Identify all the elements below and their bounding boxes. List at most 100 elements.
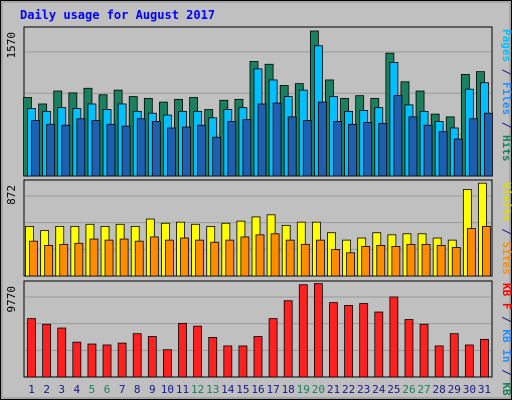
legend-part: Sites — [500, 242, 512, 275]
bar-kb-f-day-2 — [42, 323, 52, 378]
bar-sites-day-24 — [376, 244, 386, 277]
bar-sites-day-20 — [315, 239, 325, 277]
x-tick-label-day-12: 12 — [191, 383, 204, 396]
legend-part: KB Out — [500, 382, 512, 400]
bar-kb-f-day-23 — [359, 303, 369, 378]
bar-sites-day-1 — [29, 240, 38, 277]
bar-kb-f-day-27 — [419, 323, 429, 378]
x-tick-label-day-11: 11 — [176, 383, 189, 396]
bar-sites-day-9 — [149, 236, 159, 277]
legend-part: Pages — [500, 29, 512, 62]
bar-sites-day-17 — [270, 233, 280, 277]
x-tick-label-day-22: 22 — [342, 383, 355, 396]
bar-sites-day-13 — [210, 241, 220, 277]
x-tick-label-day-19: 19 — [297, 383, 310, 396]
bar-pages-day-9 — [151, 121, 161, 177]
panel-3: 9770 KB F / KB In / KB Out — [5, 280, 512, 404]
bar-kb-f-day-25 — [389, 296, 399, 378]
bar-kb-f-day-1 — [27, 318, 36, 378]
x-tick-label-day-5: 5 — [89, 383, 96, 396]
legend-part: KB In — [500, 329, 512, 362]
x-tick-label-day-9: 9 — [149, 383, 156, 396]
series-legend-label: Visits / Sites — [500, 182, 512, 275]
bar-sites-day-21 — [331, 249, 340, 277]
x-tick-label-day-28: 28 — [433, 383, 446, 396]
bar-sites-day-4 — [74, 242, 84, 277]
x-tick-label-day-2: 2 — [43, 383, 50, 396]
x-tick-label-day-27: 27 — [417, 383, 430, 396]
x-tick-label-day-13: 13 — [206, 383, 219, 396]
bar-pages-day-22 — [348, 123, 357, 177]
legend-part: Visits — [500, 182, 512, 222]
bar-pages-day-6 — [106, 123, 116, 177]
bar-kb-f-day-16 — [253, 336, 263, 378]
bar-kb-f-day-4 — [72, 341, 82, 378]
bar-kb-f-day-7 — [117, 342, 127, 378]
bar-sites-day-5 — [89, 238, 99, 277]
bar-kb-f-day-18 — [283, 300, 293, 378]
legend-part: / — [500, 310, 512, 330]
bar-pages-day-29 — [453, 138, 463, 177]
x-axis-day-labels: 1 2 3 4 5 6 7 8 9 10 11 12 13 14 15 16 17 18 19 20 21 22 23 24 2… — [28, 383, 491, 396]
bar-sites-day-19 — [300, 243, 310, 277]
bar-kb-f-day-22 — [344, 305, 353, 378]
y-max-label: 872 — [5, 185, 18, 205]
bar-kb-f-day-5 — [87, 343, 97, 378]
bar-sites-day-7 — [119, 238, 129, 277]
x-tick-label-day-16: 16 — [251, 383, 264, 396]
y-max-label: 9770 — [5, 286, 18, 313]
bar-pages-day-25 — [393, 95, 403, 177]
x-tick-label-day-1: 1 — [28, 383, 35, 396]
bar-kb-f-day-17 — [268, 318, 278, 378]
bar-sites-day-31 — [482, 226, 491, 277]
bar-pages-day-28 — [438, 131, 448, 177]
x-tick-label-day-24: 24 — [372, 383, 386, 396]
x-tick-label-day-26: 26 — [402, 383, 415, 396]
x-tick-label-day-18: 18 — [282, 383, 295, 396]
legend-part: Files — [500, 82, 512, 115]
bar-kb-f-day-15 — [238, 345, 248, 378]
bar-sites-day-23 — [361, 246, 371, 277]
bar-sites-day-11 — [180, 237, 189, 277]
bar-sites-day-25 — [391, 246, 401, 277]
bar-sites-day-29 — [451, 247, 461, 277]
bar-kb-f-day-24 — [374, 311, 384, 378]
bar-sites-day-28 — [436, 244, 446, 277]
panel-1: 1570 Pages / Files / Hits — [5, 26, 512, 177]
legend-part: / — [500, 222, 512, 242]
bar-pages-day-14 — [227, 121, 237, 177]
bar-pages-day-23 — [363, 122, 373, 177]
legend-part: KB F — [500, 283, 512, 310]
bar-pages-day-24 — [378, 122, 388, 177]
x-tick-label-day-15: 15 — [236, 383, 249, 396]
x-tick-label-day-3: 3 — [58, 383, 65, 396]
bar-sites-day-6 — [104, 239, 114, 277]
bar-pages-day-3 — [61, 124, 71, 177]
x-tick-label-day-30: 30 — [463, 383, 476, 396]
bar-kb-f-day-20 — [313, 283, 323, 378]
x-tick-label-day-31: 31 — [478, 383, 491, 396]
legend-part: / — [500, 363, 512, 383]
bar-pages-day-19 — [302, 120, 312, 177]
bar-sites-day-14 — [225, 239, 235, 277]
bar-kb-f-day-8 — [132, 333, 142, 378]
legend-part: / — [500, 62, 512, 82]
bar-kb-f-day-6 — [102, 344, 112, 378]
x-tick-label-day-21: 21 — [327, 383, 340, 396]
bar-kb-f-day-9 — [147, 336, 157, 378]
bar-kb-f-day-31 — [480, 338, 489, 378]
panel-2: 872 Visits / Sites — [5, 179, 512, 277]
chart-panels: 1570 Pages / Files / Hits 872 Visits / Site… — [5, 26, 512, 404]
x-tick-label-day-7: 7 — [119, 383, 126, 396]
bar-pages-day-21 — [333, 121, 342, 177]
x-tick-label-day-20: 20 — [312, 383, 325, 396]
bar-pages-day-12 — [197, 124, 207, 177]
x-tick-label-day-4: 4 — [74, 383, 81, 396]
bar-sites-day-10 — [165, 239, 174, 277]
bar-pages-day-8 — [136, 118, 146, 177]
bar-pages-day-30 — [468, 118, 478, 177]
bar-sites-day-15 — [240, 236, 250, 277]
bar-kb-f-day-30 — [464, 344, 474, 378]
bar-pages-day-5 — [91, 120, 101, 177]
